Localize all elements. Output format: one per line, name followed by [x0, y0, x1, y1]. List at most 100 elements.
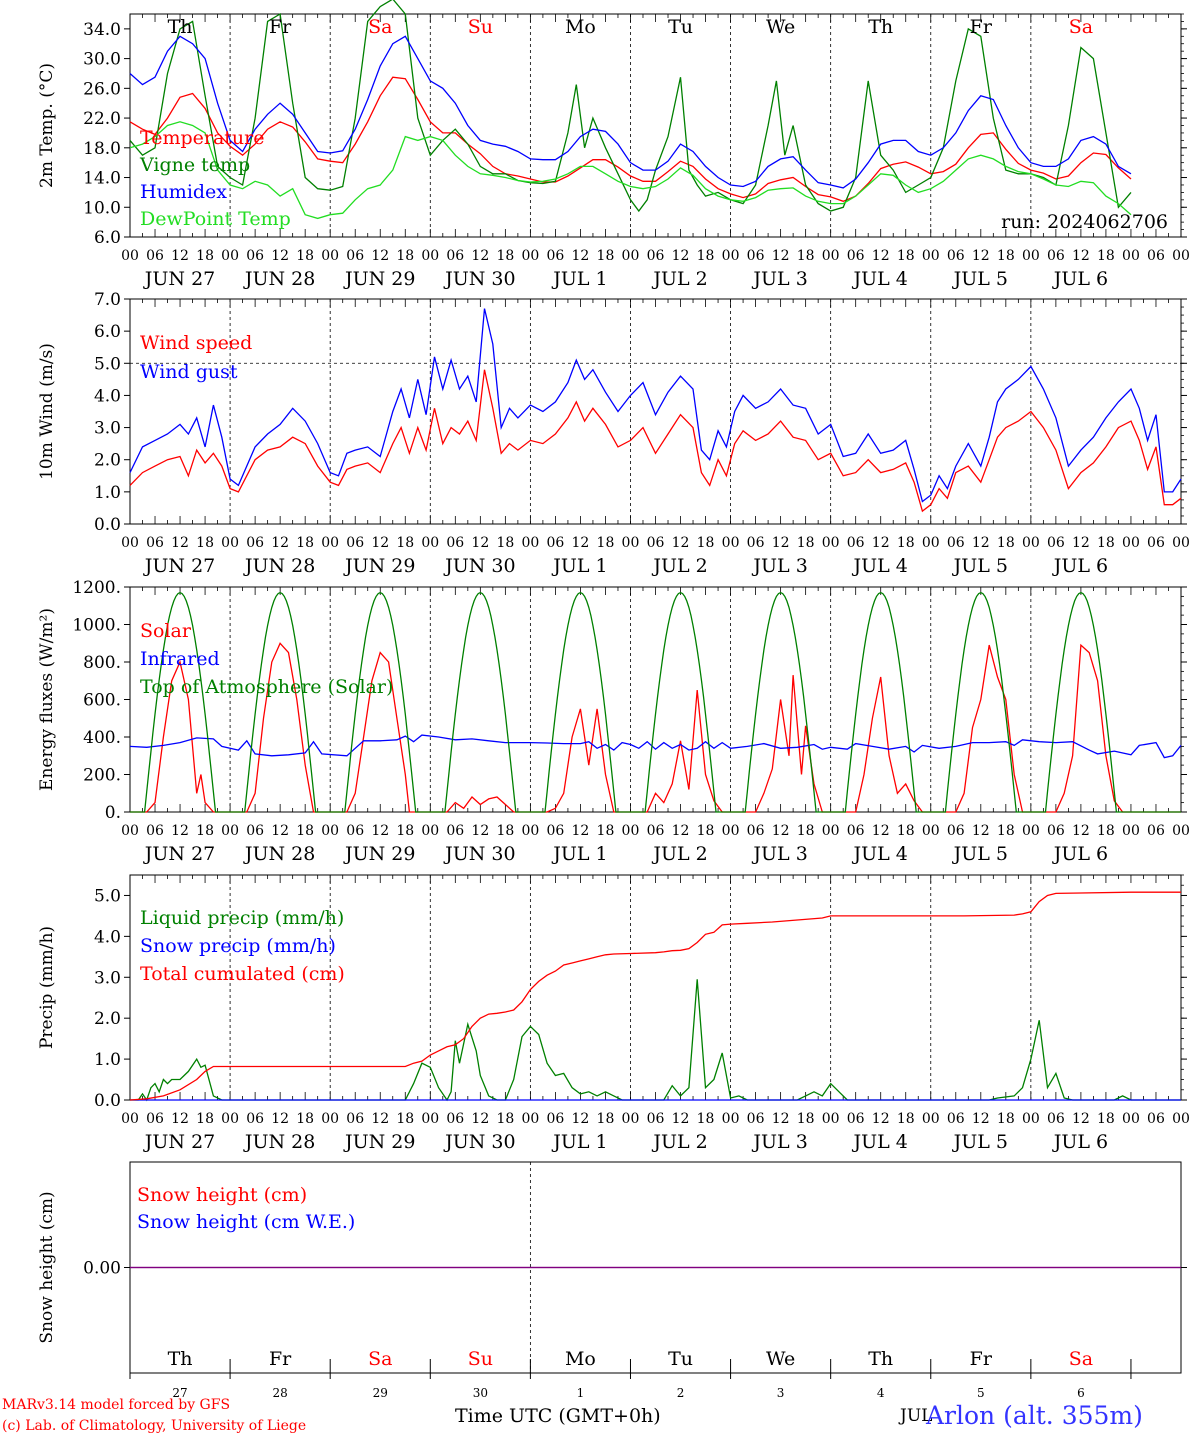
y-tick-label: 5.0 — [94, 886, 121, 906]
y-tick-label: 4.0 — [94, 927, 121, 947]
hour-label: 06 — [146, 823, 164, 839]
legend-infrared: Infrared — [140, 648, 220, 670]
x-axis-title: Time UTC (GMT+0h) — [455, 1405, 661, 1427]
hour-label: 12 — [471, 823, 489, 839]
hour-label: 06 — [446, 535, 464, 551]
hour-label: 12 — [271, 248, 289, 264]
date-label: JUL 5 — [952, 268, 1008, 290]
weekday-label: We — [766, 16, 795, 38]
date-label: JUL 4 — [852, 268, 908, 290]
weekday-label: Sa — [1069, 1348, 1093, 1370]
hour-label: 12 — [371, 248, 389, 264]
hour-label: 06 — [947, 535, 965, 551]
hour-label: 06 — [146, 248, 164, 264]
hour-label: 00 — [421, 248, 439, 264]
weekday-label: Fr — [970, 1348, 993, 1370]
legend-snow-precip-mm-h: Snow precip (mm/h) — [140, 935, 336, 957]
hour-label: 12 — [572, 823, 590, 839]
hour-label: 00 — [822, 535, 840, 551]
date-label: JUL 1 — [551, 555, 607, 577]
hour-label: 00 — [922, 823, 940, 839]
hour-label: 12 — [471, 535, 489, 551]
hour-label: 06 — [847, 535, 865, 551]
date-label: JUN 30 — [443, 555, 515, 577]
hour-label: 00 — [722, 535, 740, 551]
hour-label: 06 — [546, 1111, 564, 1127]
hour-label: 00 — [121, 535, 139, 551]
hour-label: 06 — [246, 535, 264, 551]
day-number-label: 3 — [777, 1386, 785, 1400]
hour-label: 12 — [772, 535, 790, 551]
y-tick-label: 200. — [83, 766, 121, 786]
date-label: JUN 29 — [343, 843, 415, 865]
y-tick-label: 0.0 — [94, 1091, 121, 1111]
hour-label: 18 — [897, 1111, 915, 1127]
weekday-label: Sa — [368, 16, 392, 38]
day-number-label: 28 — [273, 1386, 288, 1400]
panel-5: 0.00 Snow height (cm) Snow height (cm) Snow… — [37, 1161, 1187, 1400]
y-tick-label: 10.0 — [83, 198, 121, 218]
day-number-label: 29 — [373, 1386, 388, 1400]
hour-label: 00 — [121, 823, 139, 839]
y-tick-label: 800. — [83, 653, 121, 673]
date-label: JUL 2 — [651, 555, 707, 577]
date-label: JUL 4 — [852, 555, 908, 577]
day-number-label: 27 — [172, 1386, 187, 1400]
y-tick-label: 1.0 — [94, 1050, 121, 1070]
y-tick-label: 6.0 — [94, 322, 121, 342]
weekday-label: Th — [868, 16, 893, 38]
hour-label: 12 — [572, 1111, 590, 1127]
hour-label: 06 — [146, 1111, 164, 1127]
hour-label: 12 — [1072, 1111, 1090, 1127]
hour-label: 00 — [1122, 1111, 1140, 1127]
hour-label: 00 — [521, 535, 539, 551]
y-axis-title: 2m Temp. (°C) — [37, 63, 57, 188]
legend-snow-height-cm-w-e: Snow height (cm W.E.) — [137, 1211, 355, 1233]
hour-label: 00 — [121, 1111, 139, 1127]
y-tick-label: 30.0 — [83, 50, 121, 70]
hour-label: 18 — [897, 248, 915, 264]
hour-label: 06 — [1047, 248, 1065, 264]
weekday-label: Sa — [1069, 16, 1093, 38]
date-label: JUL 6 — [1052, 1131, 1108, 1153]
hour-label: 12 — [672, 248, 690, 264]
series-line-vigne-temp — [129, 0, 1132, 213]
hour-label: 18 — [1097, 535, 1115, 551]
hour-label: 00 — [421, 1111, 439, 1127]
hour-label: 12 — [371, 823, 389, 839]
hour-label: 00 — [221, 823, 239, 839]
day-number-label: 5 — [977, 1386, 985, 1400]
hour-label: 18 — [196, 823, 214, 839]
hour-label: 00 — [321, 823, 339, 839]
date-label: JUN 29 — [343, 268, 415, 290]
hour-label: 12 — [171, 823, 189, 839]
series-line-solar — [130, 642, 1181, 813]
series-line-wind-speed — [129, 369, 1182, 513]
hour-label: 18 — [597, 535, 615, 551]
hour-label: 06 — [1147, 1111, 1165, 1127]
y-tick-label: 0. — [105, 803, 121, 823]
partial-month-label: JUL — [900, 1406, 933, 1426]
y-tick-label: 1000. — [72, 616, 121, 636]
weekday-label: Sa — [368, 1348, 392, 1370]
hour-label: 18 — [697, 823, 715, 839]
hour-label: 12 — [171, 1111, 189, 1127]
date-label: JUL 2 — [651, 1131, 707, 1153]
hour-label: 18 — [997, 248, 1015, 264]
hour-label: 18 — [396, 535, 414, 551]
y-tick-label: 7.0 — [94, 290, 121, 310]
hour-label: 18 — [697, 535, 715, 551]
hour-label: 00 — [221, 248, 239, 264]
hour-label: 12 — [1072, 823, 1090, 839]
day-number-label: 1 — [577, 1386, 585, 1400]
hour-label: 12 — [972, 248, 990, 264]
y-tick-label: 1.0 — [94, 483, 121, 503]
legend-top-of-atmosphere-solar: Top of Atmosphere (Solar) — [140, 676, 393, 698]
date-label: JUN 28 — [243, 555, 315, 577]
series-line-wind-gust — [129, 308, 1182, 503]
hour-label: 06 — [947, 1111, 965, 1127]
hour-label: 18 — [296, 1111, 314, 1127]
weekday-label: Mo — [565, 16, 596, 38]
hour-label: 18 — [597, 248, 615, 264]
hour-label: 12 — [471, 1111, 489, 1127]
